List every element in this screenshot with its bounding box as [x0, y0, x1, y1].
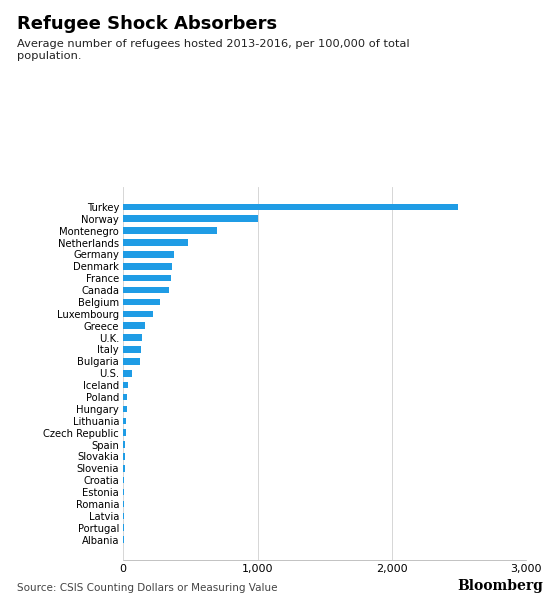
Bar — [123, 441, 125, 448]
Bar — [123, 216, 258, 222]
Bar — [123, 203, 458, 210]
Bar — [123, 453, 125, 460]
Bar — [123, 429, 126, 436]
Bar — [123, 501, 124, 507]
Bar — [123, 406, 127, 412]
Bar — [123, 477, 124, 483]
Bar — [123, 323, 144, 329]
Bar — [123, 263, 172, 270]
Bar — [123, 299, 160, 305]
Text: Source: CSIS Counting Dollars or Measuring Value: Source: CSIS Counting Dollars or Measuri… — [17, 583, 277, 593]
Bar — [123, 334, 142, 341]
Bar — [123, 228, 217, 234]
Bar — [123, 512, 124, 519]
Bar — [123, 346, 141, 353]
Text: Average number of refugees hosted 2013-2016, per 100,000 of total
population.: Average number of refugees hosted 2013-2… — [17, 39, 409, 61]
Bar — [123, 358, 141, 365]
Bar — [123, 394, 127, 400]
Bar — [123, 239, 188, 246]
Text: Refugee Shock Absorbers: Refugee Shock Absorbers — [17, 15, 277, 33]
Bar — [123, 418, 126, 424]
Bar — [123, 251, 174, 258]
Bar — [123, 489, 124, 495]
Bar — [123, 524, 124, 531]
Bar — [123, 465, 125, 471]
Bar — [123, 370, 132, 376]
Bar — [123, 275, 171, 281]
Bar — [123, 382, 128, 388]
Bar — [123, 287, 169, 293]
Text: Bloomberg: Bloomberg — [458, 579, 543, 593]
Bar — [123, 311, 153, 317]
